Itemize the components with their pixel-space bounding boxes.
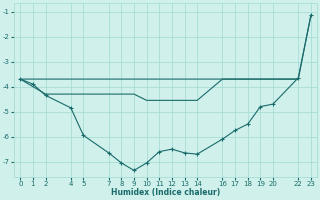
X-axis label: Humidex (Indice chaleur): Humidex (Indice chaleur): [111, 188, 220, 197]
